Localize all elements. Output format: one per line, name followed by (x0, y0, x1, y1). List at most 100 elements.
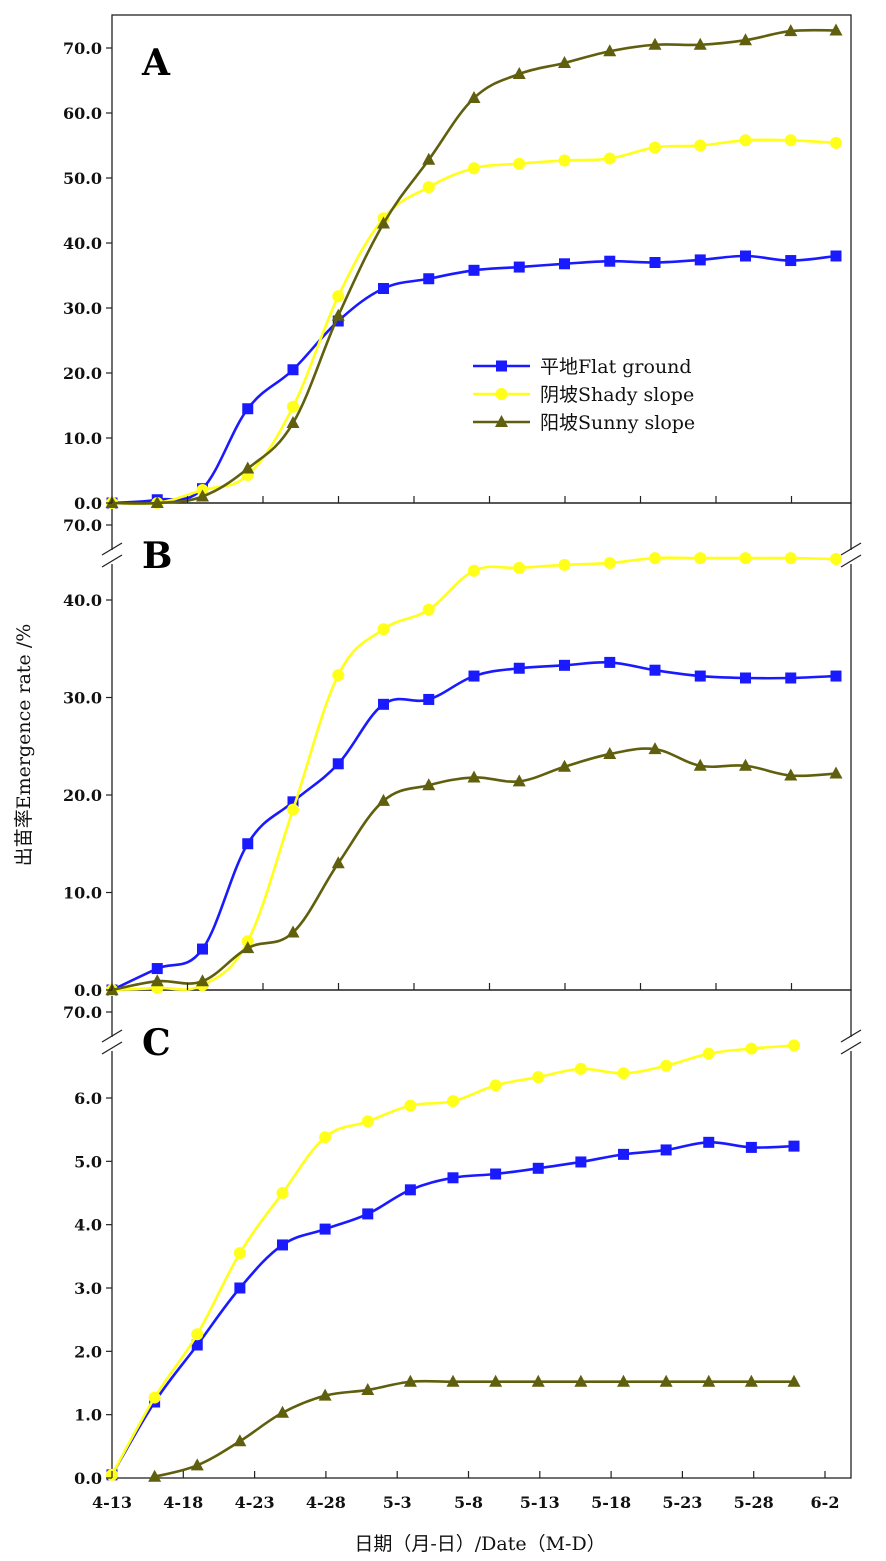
axis-break-gap (103, 1037, 121, 1051)
data-point (423, 693, 435, 705)
data-point (531, 1374, 545, 1387)
data-point (197, 943, 208, 955)
data-point (287, 803, 299, 816)
data-point (702, 1047, 715, 1060)
y-tick-label: 0.0 (74, 1469, 102, 1488)
panel-label-B: B (142, 535, 172, 577)
data-point (829, 766, 843, 779)
data-point (490, 1168, 502, 1180)
data-point (649, 257, 661, 268)
x-tick-label: 5-23 (662, 1493, 702, 1512)
x-tick-label: 5-13 (520, 1493, 560, 1512)
legend-label: 阴坡Shady slope (540, 384, 694, 406)
data-point (318, 1388, 332, 1401)
data-point (332, 669, 345, 682)
data-point (830, 250, 842, 262)
y-tick-label: 2.0 (74, 1342, 102, 1361)
data-point (513, 261, 525, 273)
data-point (196, 974, 209, 987)
data-point (787, 1374, 801, 1387)
data-point (575, 1156, 587, 1168)
data-point (558, 55, 571, 68)
y-tick-label: 3.0 (74, 1279, 102, 1298)
data-point (331, 856, 345, 869)
data-point (830, 670, 842, 682)
data-point (332, 758, 344, 770)
data-point (233, 1247, 246, 1260)
y-tick-label: 30.0 (63, 689, 102, 708)
panel-label-A: A (141, 42, 171, 84)
data-point (468, 264, 480, 276)
data-point (604, 656, 616, 668)
data-point (739, 134, 752, 147)
axis-break-mark (840, 1041, 862, 1055)
legend-label: 平地Flat ground (540, 356, 692, 378)
data-point (404, 1184, 416, 1196)
data-point (648, 37, 662, 50)
data-point (468, 162, 480, 175)
data-point (319, 1223, 331, 1235)
data-point (830, 136, 842, 149)
data-point (559, 659, 570, 671)
data-point (649, 664, 661, 676)
data-point (559, 258, 570, 270)
data-point (694, 552, 707, 565)
data-point (234, 1282, 246, 1294)
data-point (331, 308, 345, 321)
data-point (489, 1374, 503, 1387)
data-point (241, 461, 255, 474)
data-point (649, 552, 661, 565)
x-tick-label: 5-18 (591, 1493, 631, 1512)
data-point (784, 134, 797, 147)
data-point (277, 1239, 288, 1251)
data-point (422, 778, 436, 791)
data-point (740, 672, 751, 684)
data-point (660, 1144, 672, 1156)
data-point (332, 290, 345, 303)
data-point (694, 139, 707, 152)
data-point (233, 1434, 247, 1447)
data-point (512, 774, 526, 787)
data-point (377, 793, 390, 806)
y-tick-label: 10.0 (63, 884, 102, 903)
series-line-B-3 (111, 747, 837, 992)
data-point (362, 1208, 374, 1220)
data-point (740, 250, 751, 262)
y-tick-label: 70.0 (63, 516, 102, 535)
data-point (660, 1059, 673, 1072)
data-point (150, 496, 164, 508)
data-point (784, 24, 798, 37)
data-point (377, 216, 390, 229)
data-point (423, 273, 435, 285)
data-point (287, 400, 299, 413)
data-point (287, 364, 299, 376)
data-point (784, 552, 797, 565)
x-tick-label: 4-18 (163, 1493, 203, 1512)
data-point (190, 1458, 204, 1471)
series-line-C-1 (110, 1141, 795, 1476)
data-point (558, 558, 571, 571)
y-axis-title: 出苗率Emergence rate /% (13, 624, 35, 867)
data-point (739, 33, 752, 46)
y-tick-label: 20.0 (63, 364, 102, 383)
data-point (618, 1148, 629, 1160)
y-tick-label: 4.0 (74, 1216, 102, 1235)
data-point (603, 152, 616, 165)
data-point (702, 1374, 716, 1387)
data-point (467, 770, 481, 783)
data-point (422, 181, 435, 194)
y-tick-label: 40.0 (63, 234, 102, 253)
data-point (403, 1374, 417, 1387)
y-tick-label: 10.0 (63, 429, 102, 448)
data-point (241, 941, 255, 954)
data-point (558, 154, 571, 167)
series-line-A-1 (111, 254, 837, 505)
data-point (512, 67, 526, 79)
legend-marker (496, 360, 507, 372)
panel-frame-C (111, 989, 852, 1479)
data-point (446, 1374, 460, 1387)
data-point (830, 553, 842, 566)
data-point (242, 403, 254, 415)
data-point (784, 768, 798, 781)
x-axis-title: 日期（月-日）/Date（M-D） (354, 1533, 605, 1555)
